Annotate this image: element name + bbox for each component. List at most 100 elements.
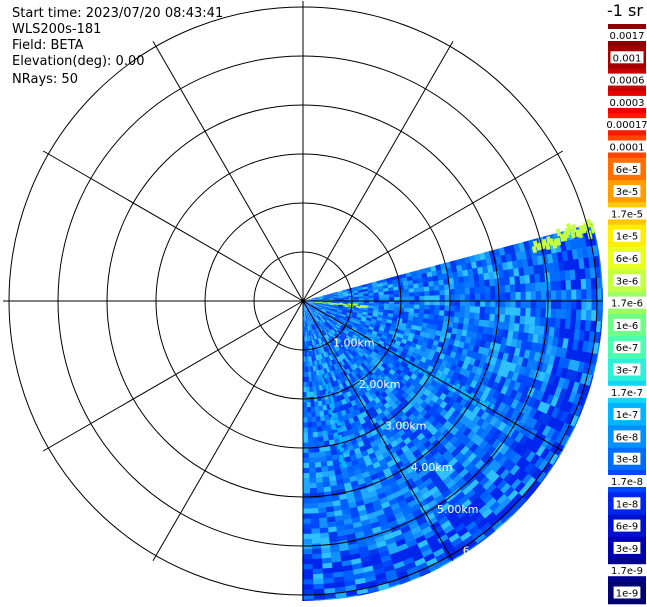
ppi-gate xyxy=(462,427,473,438)
ppi-gate xyxy=(340,340,346,347)
ppi-gate xyxy=(459,257,467,266)
ppi-gate xyxy=(302,579,314,586)
ppi-gate xyxy=(387,546,400,556)
ppi-gate xyxy=(395,570,409,580)
ppi-gate xyxy=(449,300,456,307)
ppi-gate xyxy=(318,405,324,412)
ppi-gate xyxy=(327,304,334,307)
ppi-gate xyxy=(306,310,310,316)
ppi-gate xyxy=(337,355,343,362)
ppi-gate xyxy=(371,350,378,357)
ppi-gate xyxy=(484,455,495,467)
ppi-gate xyxy=(549,317,557,329)
ppi-gate xyxy=(336,311,343,315)
ppi-gate xyxy=(309,319,313,326)
ppi-gate xyxy=(416,499,428,510)
ppi-gate xyxy=(321,336,326,342)
ppi-gate xyxy=(332,327,338,333)
ppi-gate xyxy=(581,299,588,311)
ppi-gate xyxy=(425,266,432,274)
ppi-gate xyxy=(394,460,404,470)
ppi-gate xyxy=(481,377,491,387)
ppi-gate xyxy=(307,437,314,444)
ppi-gate xyxy=(343,294,349,297)
ppi-gate xyxy=(317,304,324,307)
ppi-gate xyxy=(484,286,491,294)
ppi-gate xyxy=(434,442,445,453)
ppi-gate xyxy=(330,312,337,317)
ppi-gate xyxy=(326,345,331,351)
ppi-gate xyxy=(548,326,556,338)
ppi-gate xyxy=(339,316,346,321)
ppi-gate xyxy=(508,439,520,452)
ppi-gate xyxy=(388,306,395,311)
range-label: 2.00km xyxy=(359,378,401,391)
ppi-gate xyxy=(405,323,413,330)
ppi-gate xyxy=(309,361,313,367)
ppi-feature-gate xyxy=(370,337,375,342)
ppi-gate xyxy=(363,298,370,301)
ppi-gate xyxy=(538,325,546,336)
ppi-gate xyxy=(554,271,561,282)
ppi-gate xyxy=(341,564,353,573)
ppi-gate xyxy=(486,379,495,390)
ppi-gate xyxy=(588,331,596,344)
colorbar-label-bg xyxy=(607,73,647,86)
ppi-gate xyxy=(348,296,355,300)
ppi-gate xyxy=(340,347,346,354)
ppi-gate xyxy=(331,566,344,574)
ppi-gate xyxy=(432,548,445,559)
ppi-gate xyxy=(573,404,583,418)
ppi-gate xyxy=(393,473,403,482)
ppi-gate xyxy=(550,290,557,301)
ppi-gate xyxy=(471,482,484,494)
ppi-gate xyxy=(315,349,320,356)
ppi-gate xyxy=(331,309,338,313)
colorbar-tick-label: 1e-9 xyxy=(616,589,639,600)
ppi-gate xyxy=(346,341,353,348)
ppi-gate xyxy=(319,319,325,324)
ppi-gate xyxy=(500,292,507,301)
ppi-gate xyxy=(338,296,344,299)
ppi-gate xyxy=(403,561,417,572)
ppi-gate xyxy=(577,394,587,408)
ppi-gate xyxy=(348,353,355,360)
ppi-gate xyxy=(401,507,413,518)
ppi-gate xyxy=(312,304,318,308)
ppi-gate xyxy=(501,394,511,406)
ppi-gate xyxy=(338,342,344,349)
ppi-gate xyxy=(549,271,556,283)
ppi-gate xyxy=(357,351,364,358)
ppi-gate xyxy=(330,353,336,361)
ppi-gate xyxy=(484,370,493,381)
ppi-gate xyxy=(303,305,305,312)
ppi-gate xyxy=(302,574,314,580)
colorbar-tick-label: 1.7e-8 xyxy=(611,477,643,488)
ppi-gate xyxy=(451,327,458,335)
ppi-gate xyxy=(472,373,481,383)
ppi-gate xyxy=(358,322,366,327)
ppi-gate xyxy=(480,452,491,464)
ppi-gate xyxy=(328,324,334,330)
ppi-gate xyxy=(308,472,317,479)
ppi-gate xyxy=(309,492,318,499)
ppi-gate xyxy=(545,394,555,406)
ppi-gate xyxy=(302,553,313,560)
ppi-gate xyxy=(379,348,386,355)
colorbar-label-bg xyxy=(607,140,647,153)
ppi-gate xyxy=(313,328,318,335)
ppi-gate xyxy=(393,289,400,295)
ppi-gate xyxy=(422,318,429,324)
ppi-gate xyxy=(397,452,407,462)
ppi-gate xyxy=(444,547,457,558)
ppi-gate xyxy=(341,472,350,480)
ppi-gate xyxy=(312,329,316,336)
ppi-gate xyxy=(322,329,327,336)
ppi-gate xyxy=(510,409,520,420)
ppi-gate xyxy=(489,448,501,460)
ppi-gate xyxy=(401,473,412,483)
ppi-gate xyxy=(390,338,397,345)
ppi-gate xyxy=(322,435,329,442)
ppi-gate xyxy=(343,456,352,464)
ppi-gate xyxy=(485,257,493,267)
